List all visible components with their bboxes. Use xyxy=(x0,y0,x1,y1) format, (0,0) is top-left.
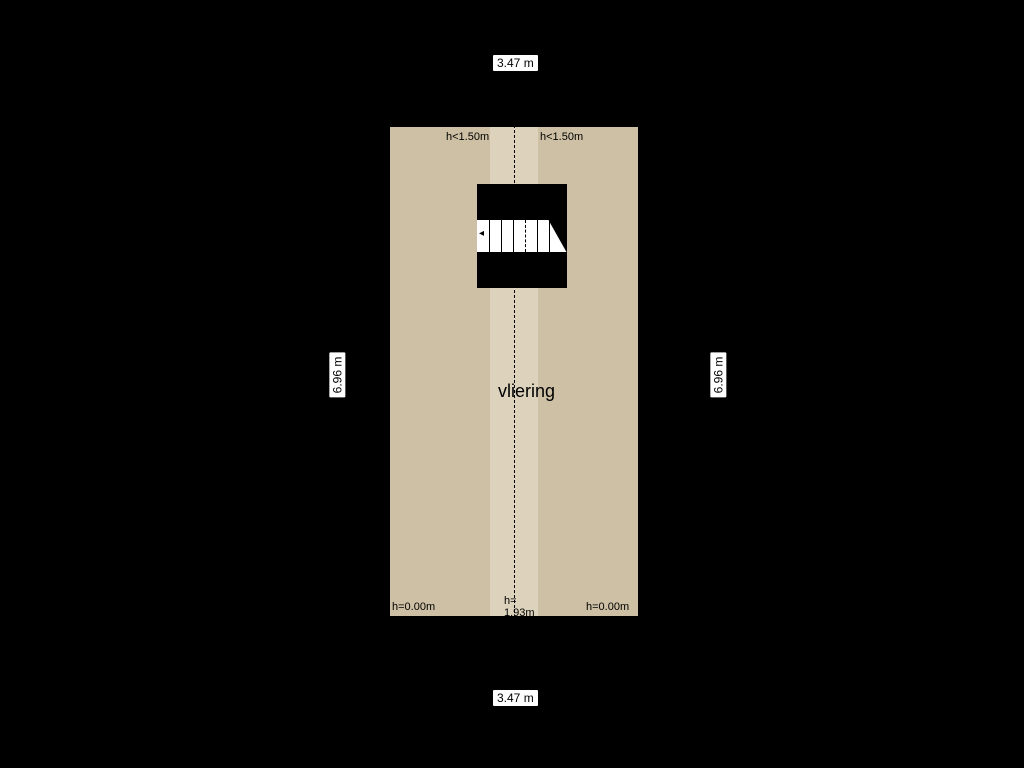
dimension-bottom: 3.47 m xyxy=(492,689,539,707)
dimension-right: 6.96 m xyxy=(709,352,727,399)
room-name-label: vliering xyxy=(498,381,555,402)
floorplan-canvas: h<1.50m h<1.50m h=0.00m h=1.93m h=0.00m … xyxy=(0,0,1024,768)
height-label-bottom-center: h=1.93m xyxy=(504,595,535,619)
height-label-bottom-right: h=0.00m xyxy=(586,601,629,613)
dimension-top: 3.47 m xyxy=(492,54,539,72)
height-label-top-right: h<1.50m xyxy=(540,131,583,143)
stair-treads: ◂ xyxy=(477,220,567,252)
height-label-top-left: h<1.50m xyxy=(446,131,489,143)
stair-diagonal xyxy=(477,220,567,252)
height-label-bottom-left: h=0.00m xyxy=(392,601,435,613)
dimension-left: 6.96 m xyxy=(328,352,346,399)
staircase: ◂ xyxy=(477,184,567,288)
stair-direction-icon: ◂ xyxy=(479,228,484,239)
zone-left xyxy=(388,125,490,618)
